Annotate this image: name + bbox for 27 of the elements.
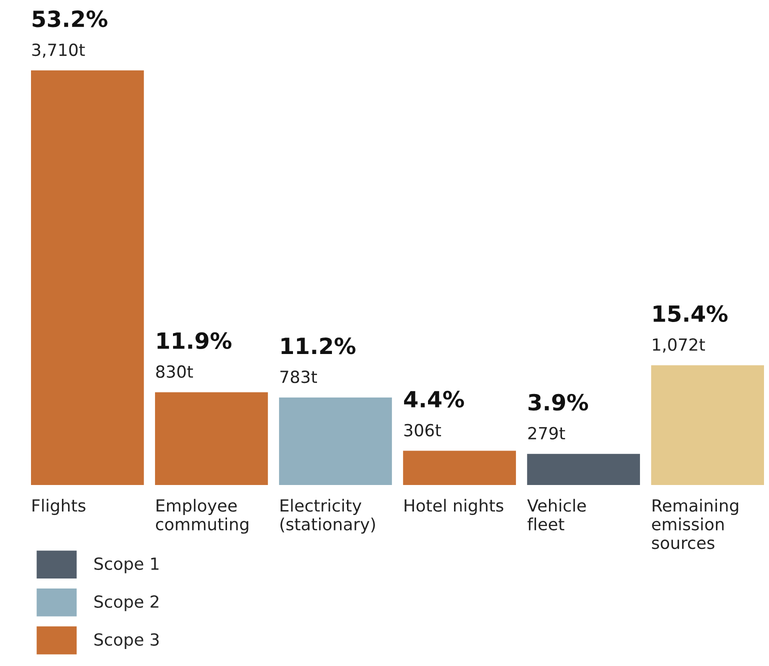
annotation: 53.2% — [32, 10, 108, 28]
bar — [527, 454, 640, 485]
legend-label: Scope 1 — [94, 557, 158, 574]
annotation: 15.4% — [654, 305, 728, 322]
x-tick-label: Hotel nights — [404, 498, 504, 516]
data-label: 3,710t — [32, 43, 85, 58]
x-tick-label: Vehicle fleet — [527, 498, 586, 530]
bar — [155, 392, 268, 485]
data-label: 306t — [404, 424, 442, 436]
legend-label: Scope 2 — [94, 595, 158, 612]
bar — [31, 70, 144, 485]
bar — [279, 398, 392, 485]
x-tick-label: Employee commuting — [156, 498, 248, 534]
data-label: 279t — [528, 426, 566, 440]
bar — [651, 365, 764, 485]
x-tick-label: Flights — [32, 498, 86, 516]
annotation: 11.9% — [158, 332, 232, 350]
annotation: 11.2% — [282, 338, 356, 354]
annotation: 3.9% — [528, 394, 588, 411]
bar — [403, 450, 516, 485]
legend-label: Scope 3 — [94, 633, 159, 650]
x-tick-label: Electricity (stationary) — [280, 498, 375, 534]
data-label: 783t — [280, 370, 317, 384]
data-label: 1,072t — [652, 338, 705, 353]
data-label: 830t — [156, 365, 193, 378]
x-tick-label: Remaining emission sources — [652, 498, 738, 550]
annotation: 4.4% — [404, 390, 464, 408]
